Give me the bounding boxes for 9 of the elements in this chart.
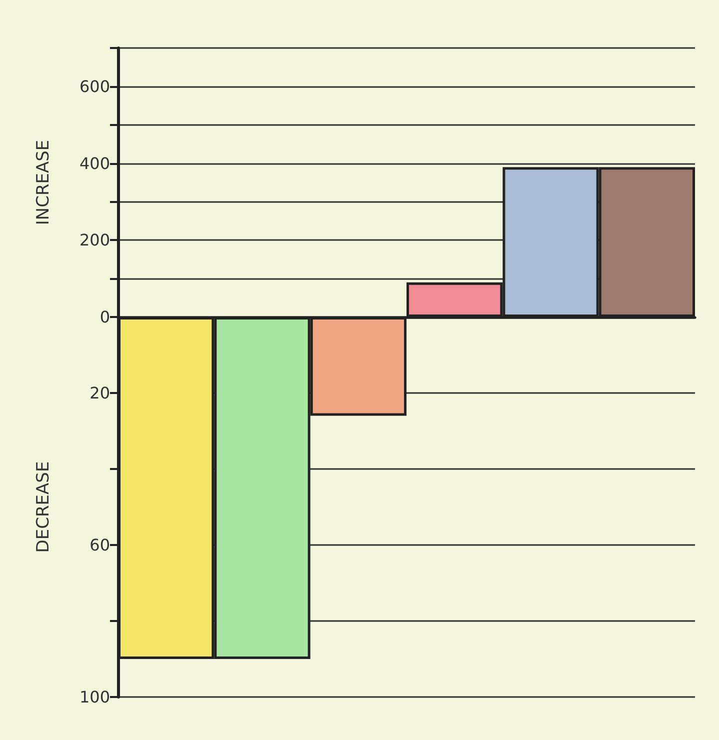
y-tick-label: 200 [79, 230, 110, 250]
y-tick-label: 600 [79, 76, 110, 96]
y-tick-label: 100 [79, 688, 110, 706]
y-tick-label: 60 [90, 536, 110, 554]
y-axis-title: INCREASE [34, 140, 54, 226]
y-tick-label: 0 [100, 308, 110, 326]
y-tick-label: 400 [79, 154, 110, 173]
y-tick-label: 20 [90, 384, 110, 402]
y-axis-title: DECREASE [34, 461, 54, 553]
